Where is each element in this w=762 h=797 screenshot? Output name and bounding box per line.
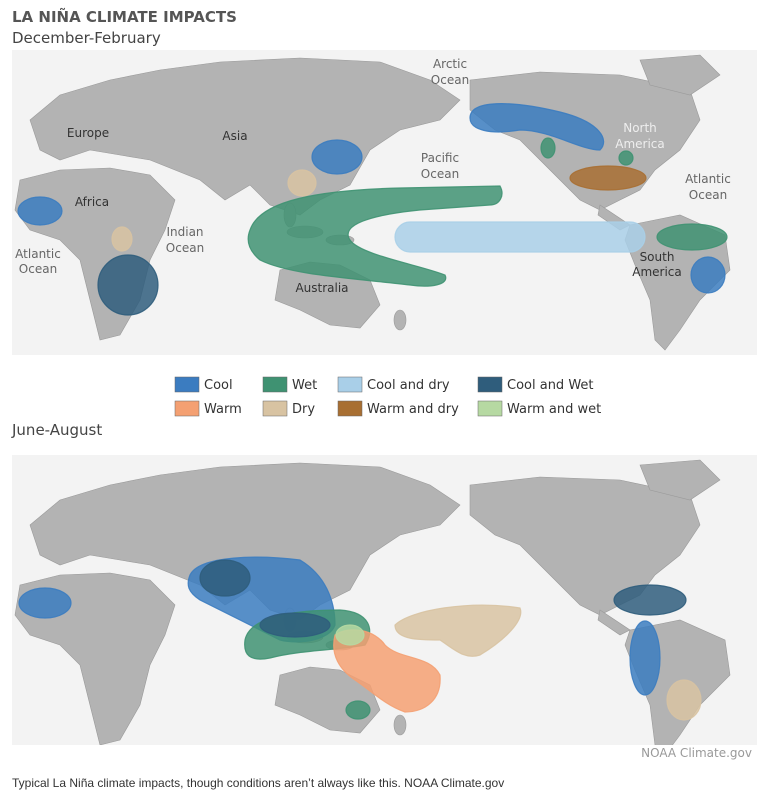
region-cool-wet — [97, 254, 159, 316]
map-label: South — [640, 250, 675, 264]
map-label: Pacific — [421, 151, 459, 165]
region-warm — [333, 629, 441, 713]
credit: NOAA Climate.gov — [641, 746, 752, 760]
legend-label: Cool — [204, 378, 233, 393]
map-label: Ocean — [421, 167, 459, 181]
region-wet — [345, 700, 371, 720]
region-warm-wet — [335, 624, 365, 646]
title: LA NIÑA CLIMATE IMPACTS — [12, 7, 237, 26]
map-label: Ocean — [431, 73, 469, 87]
map-label: Africa — [75, 195, 109, 209]
region-wet — [618, 150, 634, 166]
legend-label: Warm and wet — [507, 402, 601, 417]
region-cool — [311, 139, 363, 175]
legend-swatch — [337, 400, 363, 417]
legend-swatch — [477, 376, 503, 393]
legend-swatch — [477, 400, 503, 417]
map-labels: Arctic Ocean Europe Asia Pacific Ocean N… — [15, 57, 731, 295]
region-wet — [656, 223, 728, 251]
map-dec-feb: Arctic Ocean Europe Asia Pacific Ocean N… — [12, 50, 757, 355]
region-cool — [690, 256, 726, 294]
legend-swatch — [174, 400, 200, 417]
region-wet — [247, 185, 503, 287]
legend-label: Cool and dry — [367, 378, 450, 393]
map-label: America — [632, 265, 682, 279]
season-title: December-February — [12, 29, 161, 47]
map-label: Indian — [166, 225, 203, 239]
legend-swatch — [337, 376, 363, 393]
map-label: North — [623, 121, 657, 135]
legend: Cool Wet Cool and dry Cool and Wet Warm Dry Wa… — [174, 376, 601, 417]
region-cool — [18, 587, 72, 619]
map-label: Ocean — [19, 262, 57, 276]
map-label: Asia — [222, 129, 247, 143]
legend-label: Warm and dry — [367, 402, 459, 417]
season-title: June-August — [11, 421, 102, 439]
map-label: Atlantic — [15, 247, 61, 261]
caption: Typical La Niña climate impacts, though … — [12, 776, 504, 790]
map-label: Australia — [295, 281, 348, 295]
region-dry — [394, 604, 522, 657]
region-dry — [111, 226, 133, 252]
region-cool — [629, 620, 661, 696]
region-cool-wet — [613, 584, 687, 616]
map-label: Europe — [67, 126, 109, 140]
region-cool-wet — [259, 612, 331, 638]
legend-swatch — [174, 376, 200, 393]
map-jun-aug — [12, 455, 757, 745]
region-dry — [666, 679, 702, 721]
region-cool — [469, 103, 605, 151]
region-dry — [287, 169, 317, 197]
legend-swatch — [262, 400, 288, 417]
map-label: Ocean — [689, 188, 727, 202]
legend-label: Cool and Wet — [507, 378, 594, 393]
region-wet — [540, 137, 556, 159]
legend-swatch — [262, 376, 288, 393]
legend-label: Warm — [204, 402, 242, 417]
map-label: Atlantic — [685, 172, 731, 186]
region-cool — [17, 196, 63, 226]
region-cool-dry — [394, 221, 646, 253]
legend-label: Dry — [292, 402, 315, 417]
legend-label: Wet — [292, 378, 317, 393]
map-label: Arctic — [433, 57, 467, 71]
region-cool-wet — [199, 559, 251, 597]
region-warm-dry — [569, 165, 647, 191]
map-label: America — [615, 137, 665, 151]
map-label: Ocean — [166, 241, 204, 255]
